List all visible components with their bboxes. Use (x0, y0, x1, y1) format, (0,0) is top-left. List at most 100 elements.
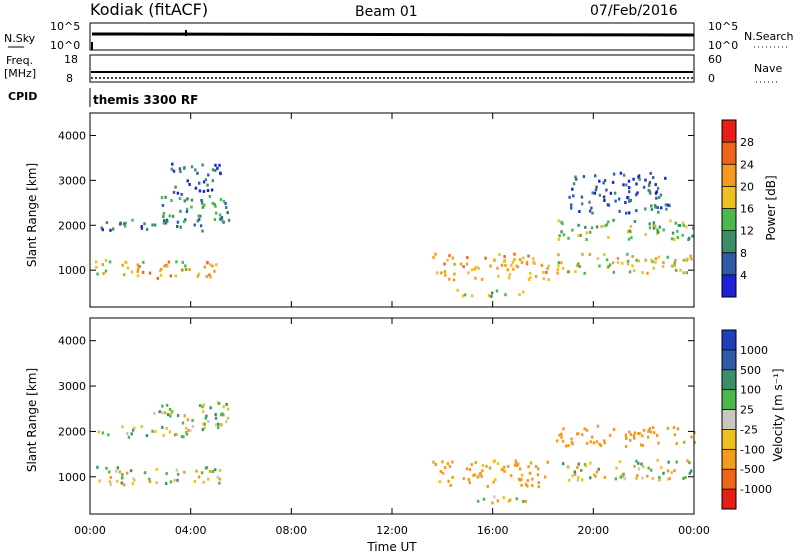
data-cell (496, 266, 499, 270)
data-cell (540, 263, 544, 267)
data-cell (101, 431, 105, 435)
data-cell (671, 264, 674, 268)
data-cell (584, 225, 587, 229)
x-tick-label: 00:00 (74, 524, 106, 537)
data-cell (183, 166, 186, 170)
data-cell (160, 267, 163, 271)
data-cell (512, 267, 515, 271)
data-cell (191, 425, 195, 428)
data-cell (656, 186, 660, 190)
noise-panel: N.Sky 10^5 10^0 10^5 10^0 N.Search (4, 20, 794, 52)
data-cell (649, 171, 652, 175)
data-cell (558, 433, 561, 437)
data-cell (590, 206, 593, 210)
data-cell (168, 407, 172, 411)
data-cell (561, 222, 564, 226)
data-cell (95, 260, 98, 264)
data-cell (200, 198, 203, 202)
colorbar-tick-label: 25 (740, 404, 754, 417)
data-cell (225, 402, 228, 406)
data-cell (625, 211, 628, 215)
data-cell (537, 485, 540, 489)
data-cell (647, 466, 650, 470)
colorbar-tick-label: 28 (740, 136, 754, 149)
data-cell (219, 423, 223, 426)
data-cell (101, 263, 104, 267)
data-cell (453, 262, 456, 266)
data-cell (581, 433, 584, 437)
data-cell (573, 470, 576, 474)
data-cell (226, 211, 229, 215)
data-cell (626, 195, 629, 199)
data-cell (473, 267, 476, 271)
colorbar-segment (722, 330, 736, 351)
data-cell (143, 222, 146, 226)
data-cell (520, 477, 523, 481)
x-tick-label: 12:00 (376, 524, 408, 537)
data-cell (109, 475, 112, 479)
data-cell (190, 205, 193, 209)
data-cell (175, 468, 179, 472)
freq-label-2: [MHz] (4, 67, 36, 80)
data-cell (577, 462, 580, 466)
colorbar-segment (722, 349, 736, 371)
data-cell (468, 481, 471, 485)
data-cell (510, 263, 513, 267)
y-tick-label: 3000 (58, 174, 86, 187)
data-cell (163, 411, 167, 415)
colorbar-segment (722, 164, 736, 187)
data-cell (130, 432, 133, 436)
data-cell (168, 430, 172, 434)
data-cell (561, 266, 565, 270)
data-cell (95, 265, 98, 269)
data-cell (693, 440, 696, 444)
data-cell (588, 209, 592, 213)
data-cell (570, 437, 573, 441)
data-cell (441, 460, 444, 464)
data-cell (654, 260, 657, 264)
data-cell (637, 259, 641, 263)
data-cell (451, 460, 454, 464)
data-cell (456, 288, 459, 292)
data-cell (196, 171, 199, 175)
data-cell (102, 272, 105, 275)
data-cell (509, 498, 512, 502)
data-cell (202, 180, 206, 184)
data-cell (520, 473, 524, 477)
data-cell (644, 207, 647, 211)
data-cell (557, 261, 560, 265)
data-cell (178, 197, 182, 200)
data-cell (216, 475, 219, 479)
data-cell (568, 195, 571, 199)
data-cell (161, 203, 165, 207)
data-cell (595, 470, 599, 474)
data-cell (675, 268, 678, 272)
data-cell (676, 427, 680, 431)
data-cell (584, 464, 588, 468)
data-cell (504, 263, 507, 267)
data-cell (651, 477, 654, 480)
data-cell (595, 185, 598, 189)
data-cell (166, 264, 169, 268)
data-cell (168, 214, 171, 218)
x-tick-label: 08:00 (275, 524, 307, 537)
colorbar-segment (722, 449, 736, 470)
data-cell (136, 267, 140, 271)
data-cell (207, 173, 210, 177)
data-cell (604, 224, 607, 228)
data-cell (656, 458, 659, 462)
data-cell (574, 270, 577, 274)
power-panel: 1000 2000 3000 4000 Slant Range [km] 28 24 20… (25, 112, 778, 308)
data-cell (641, 434, 644, 438)
data-cell (218, 468, 222, 472)
data-cell (557, 253, 560, 257)
data-cell (506, 268, 509, 272)
data-cell (520, 483, 523, 487)
data-cell (556, 268, 559, 271)
data-cell (125, 261, 128, 265)
data-cell (108, 260, 112, 264)
data-cell (496, 462, 500, 466)
data-cell (526, 479, 530, 483)
data-cell (612, 428, 616, 431)
data-cell (198, 404, 202, 407)
